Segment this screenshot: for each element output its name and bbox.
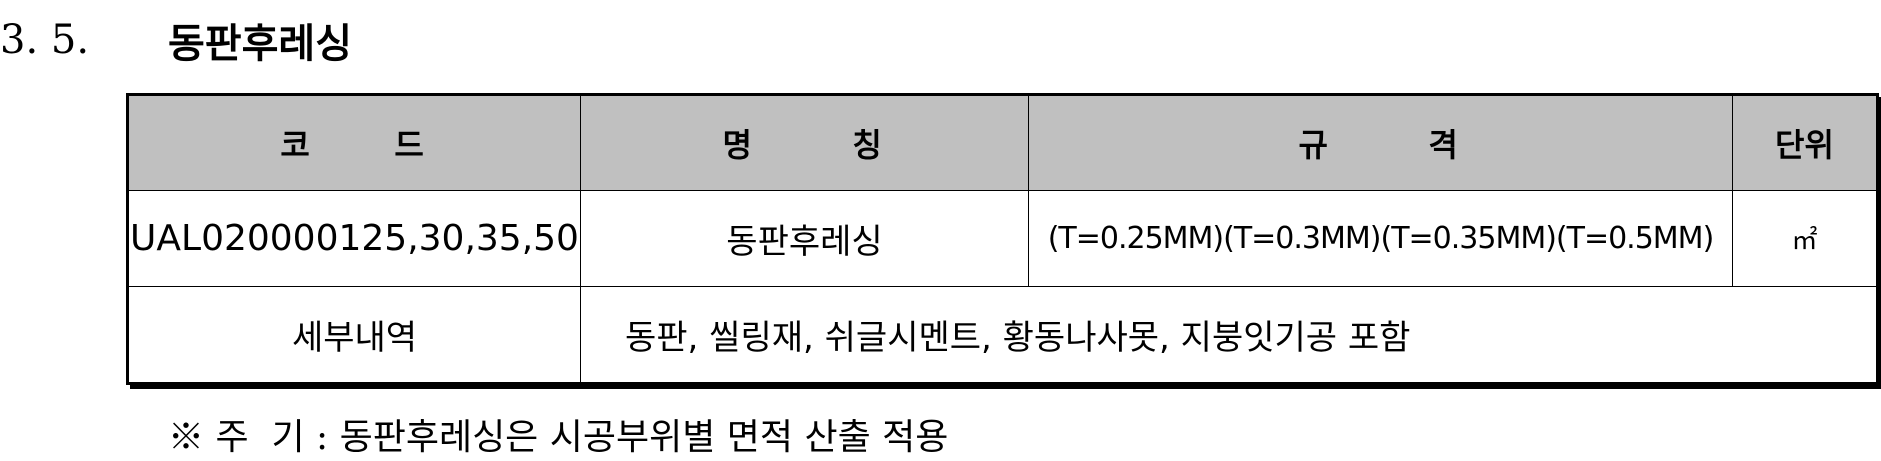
table-header-row: 코 드 명 칭 규 격 단위 — [127, 94, 1878, 191]
section-number: 3. 5. — [0, 17, 90, 63]
details-row: 세부내역 동판, 씰링재, 쉬글시멘트, 황동나사못, 지붕잇기공 포함 — [127, 286, 1878, 384]
header-code: 코 드 — [127, 94, 581, 191]
footnote: ※ 주 기 : 동판후레싱은 시공부위별 면적 산출 적용 — [168, 417, 949, 458]
section-title: 동판후레싱 — [168, 21, 352, 67]
header-spec: 규 격 — [1028, 94, 1733, 191]
details-label: 세부내역 — [127, 286, 581, 384]
cell-name: 동판후레싱 — [580, 190, 1029, 287]
cell-spec: (T=0.25MM)(T=0.3MM)(T=0.35MM)(T=0.5MM) — [1028, 190, 1733, 287]
details-value: 동판, 씰링재, 쉬글시멘트, 황동나사못, 지붕잇기공 포함 — [580, 286, 1878, 384]
spec-table: 코 드 명 칭 규 격 단위 UAL020000125,30,35,50 동판후… — [126, 93, 1879, 385]
cell-code: UAL020000125,30,35,50 — [127, 190, 581, 287]
section-heading: 3. 5. 동판후레싱 — [0, 10, 352, 70]
cell-unit: ㎡ — [1732, 190, 1878, 287]
header-name: 명 칭 — [580, 94, 1029, 191]
table-row: UAL020000125,30,35,50 동판후레싱 (T=0.25MM)(T… — [127, 190, 1878, 287]
header-unit: 단위 — [1732, 94, 1878, 191]
